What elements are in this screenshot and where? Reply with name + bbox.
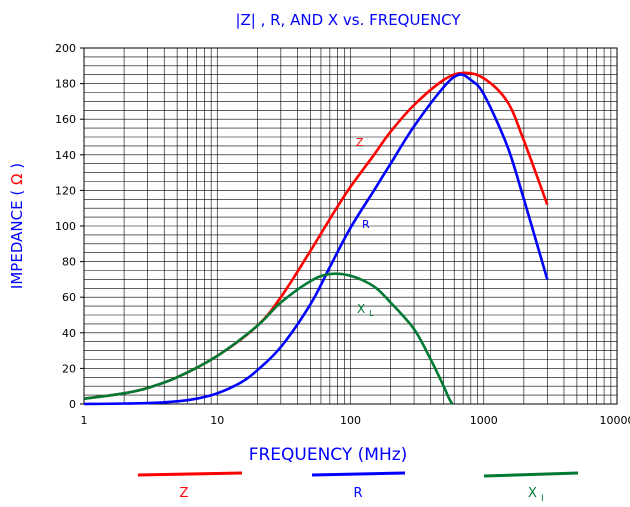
x-tick-labels: 1 10 100 1000 10000: [81, 414, 630, 427]
x-axis-label: FREQUENCY (MHz): [249, 445, 408, 465]
y-tick-label: 80: [62, 256, 76, 269]
series-lines: [83, 71, 549, 406]
legend-label-xl: X I: [528, 486, 544, 504]
series-label-xl-sub: L: [369, 309, 374, 318]
y-tick-label: 0: [69, 398, 76, 411]
legend-label-z: Z: [180, 486, 189, 501]
y-tick-label: 40: [62, 327, 76, 340]
chart-title: |Z| , R, AND X vs. FREQUENCY: [235, 11, 461, 29]
series-label-r: R: [362, 218, 370, 231]
y-tick-label: 60: [62, 291, 76, 304]
y-tick-label: 120: [55, 184, 76, 197]
legend-swatch-z: [137, 471, 243, 477]
legend-label-xl-main: X: [528, 486, 537, 501]
x-tick-label: 10: [210, 414, 224, 427]
y-tick-label: 20: [62, 362, 76, 375]
series-label-xl: X L: [357, 302, 374, 318]
legend-swatch-xl: [483, 471, 579, 478]
series-xl-line: [83, 272, 454, 405]
y-tick-labels: 0 20 40 60 80 100 120 140 160 180 200: [55, 42, 84, 411]
y-tick-label: 180: [55, 78, 76, 91]
y-axis-label-prefix: IMPEDANCE (: [8, 190, 26, 289]
series-label-z: Z: [356, 136, 364, 149]
x-tick-label: 10000: [600, 414, 630, 427]
y-tick-label: 160: [55, 113, 76, 126]
x-tick-label: 1000: [470, 414, 498, 427]
x-tick-label: 1: [81, 414, 88, 427]
y-axis-label: IMPEDANCE ( Ω ): [8, 163, 26, 289]
legend: Z R X I: [137, 471, 579, 504]
plot-grid: [84, 48, 617, 404]
legend-label-xl-sub: I: [541, 494, 544, 504]
y-axis-label-symbol: Ω: [8, 174, 26, 185]
x-tick-label: 100: [340, 414, 361, 427]
series-label-xl-main: X: [357, 302, 365, 316]
legend-label-r: R: [353, 486, 362, 501]
y-tick-label: 200: [55, 42, 76, 55]
series-r-line: [83, 73, 549, 406]
y-tick-label: 100: [55, 220, 76, 233]
y-tick-label: 140: [55, 149, 76, 162]
y-axis-label-suffix: ): [8, 163, 26, 169]
legend-swatch-r: [311, 471, 406, 477]
